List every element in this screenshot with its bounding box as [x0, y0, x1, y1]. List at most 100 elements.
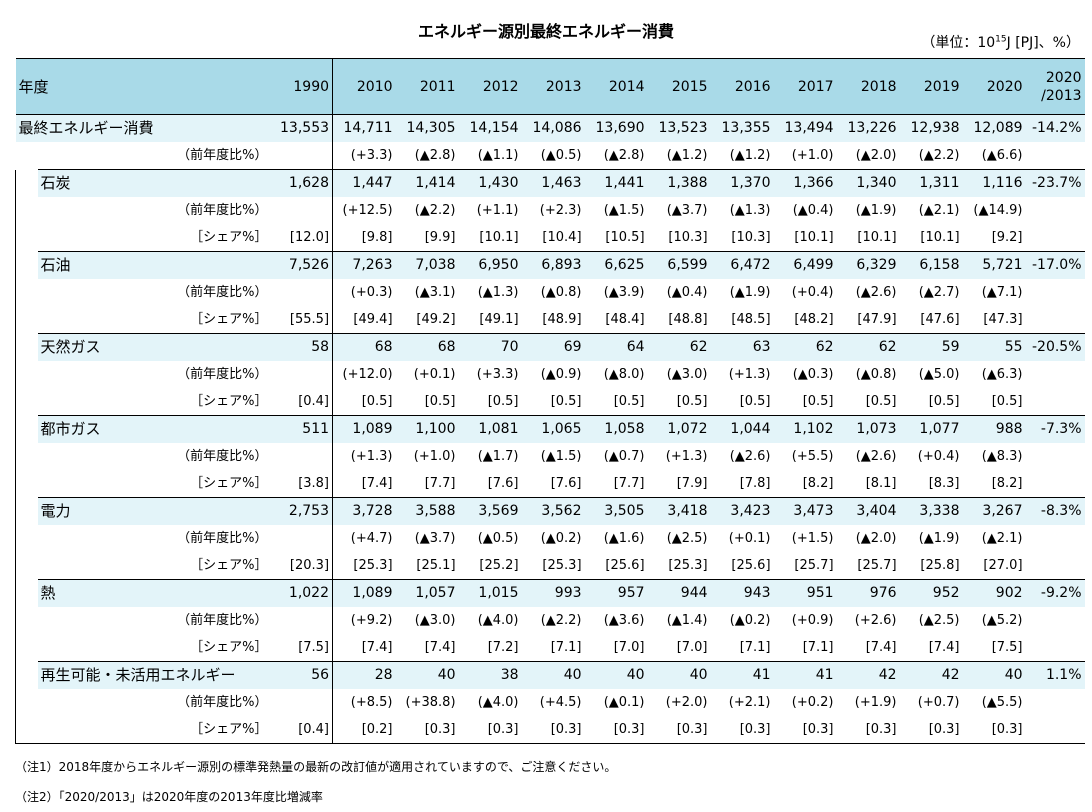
note-2: （注2）「2020/2013」は2020年度の2013年度比増減率 — [15, 790, 323, 804]
yoy-cell: (▲5.2) — [981, 613, 1023, 628]
share-cell: [8.1] — [865, 476, 897, 491]
yoy-cell: (▲5.5) — [981, 695, 1023, 710]
indent-cell — [15, 251, 38, 279]
share-cell: [0.3] — [458, 716, 522, 744]
indent-cell — [15, 634, 38, 662]
yoy-cell: (▲0.8) — [855, 367, 897, 382]
value-cell: 40 — [962, 661, 1026, 689]
yoy-cell: (▲1.7) — [477, 449, 519, 464]
yoy-cell: (+0.7) — [917, 695, 960, 710]
share-cell: [7.0] — [613, 640, 645, 655]
yoy-cell: (▲0.8) — [540, 285, 582, 300]
table-row: （前年度比%） (+0.3) (▲3.1) (▲1.3) (▲0.8) (▲3.9) (▲0… — [15, 279, 1085, 306]
ratio-cell — [1026, 634, 1085, 662]
indent-cell — [15, 169, 38, 197]
row-name: 天然ガス — [37, 333, 271, 361]
share-cell: [7.4] — [865, 640, 897, 655]
table-row: 天然ガス 58 68 68 70 69 64 62 63 62 62 59 55 -20.5% — [15, 333, 1085, 361]
value-cell: 6,893 — [521, 251, 585, 279]
header-year: 2017 — [773, 58, 837, 115]
value-cell: 6,950 — [458, 251, 522, 279]
share-cell: [10.1] — [794, 230, 834, 245]
value-cell: 988 — [962, 415, 1026, 443]
share-cell: [10.3] — [668, 230, 708, 245]
ratio-cell: -20.5% — [1025, 333, 1085, 361]
indent-cell — [15, 607, 38, 634]
value-cell: 3,505 — [584, 497, 648, 525]
yoy-cell — [270, 361, 334, 388]
yoy-cell: (+0.4) — [917, 449, 960, 464]
yoy-cell: (▲2.2) — [918, 148, 960, 163]
yoy-cell: (▲3.6) — [603, 613, 645, 628]
yoy-cell: (▲8.3) — [981, 449, 1023, 464]
share-cell: [25.6] — [731, 558, 771, 573]
yoy-cell: (▲3.1) — [414, 285, 456, 300]
share-cell: [0.4] — [270, 388, 334, 416]
value-cell: 1,370 — [710, 169, 774, 197]
indent-cell — [15, 661, 38, 689]
share-cell: [0.3] — [899, 716, 963, 744]
header-year: 2012 — [458, 58, 522, 115]
yoy-cell — [270, 443, 334, 470]
sub-label: ［シェア%］ — [37, 716, 271, 744]
indent-cell — [15, 388, 38, 416]
ratio-cell — [1026, 470, 1085, 498]
value-cell: 13,690 — [584, 114, 648, 142]
share-cell: [48.5] — [731, 312, 771, 327]
value-cell: 12,089 — [962, 114, 1026, 142]
sub-label: （前年度比%） — [177, 203, 268, 218]
yoy-cell: (+0.4) — [791, 285, 834, 300]
indent-cell — [15, 361, 38, 388]
yoy-cell: (▲1.6) — [603, 531, 645, 546]
ratio-cell — [1026, 279, 1085, 306]
unit-label: （単位：1015J [PJ]、%） — [921, 32, 1080, 52]
share-cell: [10.1] — [857, 230, 897, 245]
share-cell: [48.2] — [794, 312, 834, 327]
yoy-cell: (▲7.1) — [981, 285, 1023, 300]
yoy-cell: (▲2.2) — [540, 613, 582, 628]
value-cell: 1,388 — [647, 169, 711, 197]
yoy-cell: (+1.3) — [728, 367, 771, 382]
yoy-cell: (+0.1) — [728, 531, 771, 546]
share-cell: [0.4] — [270, 716, 334, 744]
row-name: 石油 — [37, 251, 271, 279]
yoy-cell: (+0.3) — [350, 285, 393, 300]
yoy-cell: (+4.5) — [539, 695, 582, 710]
value-cell: 993 — [521, 579, 585, 607]
share-cell: [0.2] — [332, 716, 396, 744]
notes: （注1）2018年度からエネルギー源別の標準発熱量の最新の改訂値が適用されていま… — [15, 752, 616, 812]
share-cell: [0.3] — [710, 716, 774, 744]
yoy-cell: (+2.1) — [728, 695, 771, 710]
yoy-cell: (▲2.2) — [414, 203, 456, 218]
yoy-cell — [270, 525, 334, 552]
value-cell: 957 — [584, 579, 648, 607]
table-row: 石油 7,526 7,263 7,038 6,950 6,893 6,625 6,599 6,4… — [15, 251, 1085, 279]
share-cell: [0.3] — [395, 716, 459, 744]
value-cell: 1,430 — [458, 169, 522, 197]
value-cell: 3,338 — [899, 497, 963, 525]
value-cell: 64 — [584, 333, 648, 361]
share-cell: [7.4] — [928, 640, 960, 655]
value-cell: 68 — [332, 333, 396, 361]
share-cell: [7.4] — [424, 640, 456, 655]
value-cell: 62 — [773, 333, 837, 361]
yoy-cell: (▲1.1) — [477, 148, 519, 163]
table-row: ［シェア%］ [0.4] [0.5] [0.5] [0.5] [0.5] [0.5] [0.5… — [15, 388, 1085, 416]
unit-prefix: （単位：10 — [921, 35, 996, 51]
yoy-cell: (▲1.2) — [729, 148, 771, 163]
yoy-cell: (+1.1) — [476, 203, 519, 218]
share-cell: [25.3] — [542, 558, 582, 573]
sub-label: （前年度比%） — [177, 531, 268, 546]
yoy-cell: (▲2.6) — [855, 449, 897, 464]
ratio-cell: -17.0% — [1025, 251, 1085, 279]
value-cell: 55 — [962, 333, 1026, 361]
ratio-cell — [1026, 525, 1085, 552]
header-year: 2014 — [584, 58, 648, 115]
sub-label: （前年度比%） — [177, 695, 268, 710]
value-cell: 63 — [710, 333, 774, 361]
value-cell: 1,414 — [395, 169, 459, 197]
value-cell: 1,089 — [332, 579, 396, 607]
row-name: 石炭 — [37, 169, 271, 197]
share-cell: [8.3] — [928, 476, 960, 491]
share-cell: [47.9] — [857, 312, 897, 327]
